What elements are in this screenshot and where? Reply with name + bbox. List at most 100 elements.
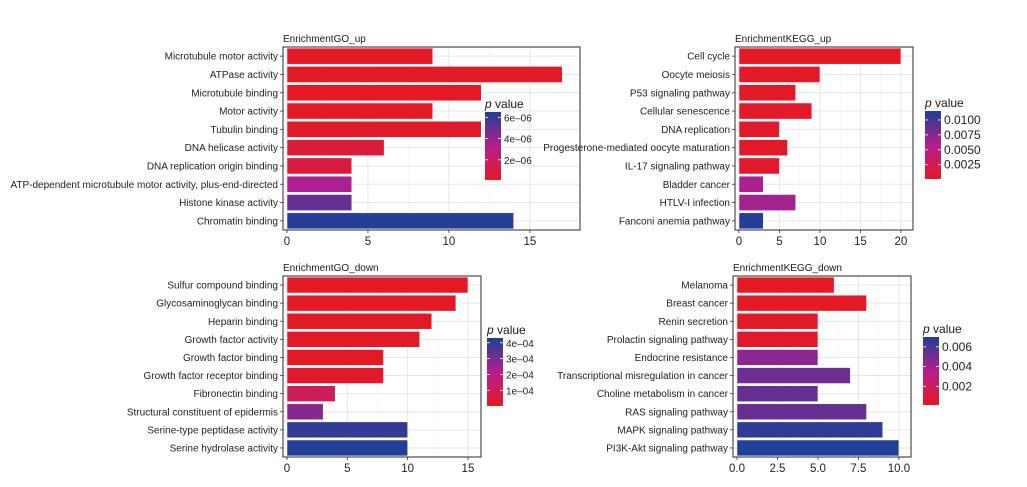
legend-tick-label: 1e–04: [506, 386, 534, 397]
y-tick-label: RAS signaling pathway: [625, 407, 728, 418]
y-tick-label: IL-17 signaling pathway: [625, 161, 730, 172]
bar: [286, 367, 384, 384]
bar: [286, 47, 433, 65]
bar: [286, 157, 353, 175]
bar: [736, 276, 835, 294]
y-tick-label: P53 signaling pathway: [630, 88, 730, 99]
bar: [286, 403, 324, 420]
legend-title: p value: [486, 323, 526, 337]
legend-tick-label: 0.0050: [944, 143, 981, 157]
bar: [286, 84, 482, 102]
x-tick-label: 0: [736, 236, 742, 248]
p-value-legend: p value 1e–04 2e–04 3e–04 4e–04: [486, 323, 534, 406]
bar: [286, 66, 563, 83]
legend-title: p value: [922, 322, 962, 336]
legend-tick-label: 4e–06: [504, 135, 532, 146]
legend-tick-label: 4e–04: [506, 339, 534, 350]
x-tick-label: 5: [776, 236, 782, 248]
y-tick-label: Growth factor binding: [183, 353, 278, 364]
panel-title: EnrichmentKEGG_down: [733, 263, 842, 274]
bar: [738, 212, 764, 230]
panel-go-down: EnrichmentGO_down Sulfur compound binding…: [127, 263, 534, 475]
bar: [286, 139, 385, 156]
legend-tick-label: 0.0100: [944, 113, 981, 127]
legend-colorbar: [923, 337, 939, 405]
legend-title-p: p: [484, 97, 492, 111]
x-tick-label: 15: [462, 463, 475, 475]
y-tick-label: Progesterone-mediated oocyte maturation: [543, 143, 730, 154]
bar: [736, 439, 900, 457]
y-tick-label: Structural constituent of epidermis: [127, 407, 278, 418]
legend-colorbar: [925, 111, 941, 179]
legend-title-value: value: [930, 322, 962, 336]
bar: [286, 313, 433, 330]
y-tick-label: PI3K-Akt signaling pathway: [606, 443, 728, 454]
y-tick-label: Histone kinase activity: [179, 198, 278, 209]
y-tick-label: ATPase activity: [210, 70, 278, 81]
x-tick-label: 0.0: [729, 463, 745, 475]
y-tick-label: Tubulin binding: [211, 125, 278, 136]
panel-border: [734, 46, 914, 231]
y-tick-label: DNA replication: [661, 125, 730, 136]
x-tick-label: 10: [814, 236, 827, 248]
p-value-legend: p value 2e–06 4e–06 6e–06: [484, 97, 532, 180]
y-tick-label: Cellular senescence: [640, 107, 730, 118]
legend-title: p value: [484, 97, 524, 111]
y-tick-label: ATP-dependent microtubule motor activity…: [10, 180, 278, 191]
legend-tick-label: 0.0075: [944, 128, 981, 142]
legend-tick-label: 0.0025: [944, 158, 981, 172]
bar: [286, 439, 408, 457]
bar: [736, 313, 819, 330]
bar: [286, 385, 336, 402]
bar: [738, 139, 788, 156]
bar: [286, 175, 353, 193]
y-tick-label: Sulfur compound binding: [167, 281, 278, 292]
bar: [286, 421, 408, 439]
legend-tick-label: 2e–06: [504, 156, 532, 167]
bar: [736, 403, 867, 420]
legend-title-value: value: [932, 96, 964, 110]
legend-colorbar: [487, 338, 503, 406]
y-tick-label: Chromatin binding: [197, 216, 278, 227]
y-tick-label: Growth factor receptor binding: [143, 371, 278, 382]
y-tick-label: Endocrine resistance: [635, 353, 729, 364]
y-tick-label: Fanconi anemia pathway: [619, 216, 730, 227]
y-tick-label: Motor activity: [219, 107, 278, 118]
bar: [286, 212, 514, 230]
y-tick-label: Renin secretion: [659, 317, 728, 328]
panel-border: [282, 46, 581, 231]
bar: [286, 121, 482, 138]
y-tick-label: Bladder cancer: [663, 180, 731, 191]
panel-kegg-up: EnrichmentKEGG_up Cell cycle Oocyte meiosi…: [543, 34, 981, 248]
y-tick-label: Fibronectin binding: [194, 389, 279, 400]
x-tick-label: 20: [895, 236, 908, 248]
panel-title: EnrichmentKEGG_up: [735, 34, 832, 45]
bar: [738, 66, 821, 83]
x-tick-label: 7.5: [850, 463, 866, 475]
y-tick-label: MAPK signaling pathway: [617, 425, 728, 436]
legend-tick-label: 0.002: [942, 379, 972, 393]
legend-title-value: value: [492, 97, 524, 111]
x-tick-label: 0: [284, 236, 290, 248]
x-tick-label: 10.0: [888, 463, 910, 475]
y-tick-label: DNA replication origin binding: [147, 161, 278, 172]
bar: [736, 349, 819, 366]
y-tick-label: Serine hydrolase activity: [170, 443, 278, 454]
bar: [286, 349, 384, 366]
y-tick-label: Oocyte meiosis: [662, 70, 730, 81]
bar: [286, 294, 457, 312]
legend-title-p: p: [922, 322, 930, 336]
legend-tick-label: 6e–06: [504, 113, 532, 124]
panel-go-up: EnrichmentGO_up Microtubule motor activit…: [10, 34, 581, 248]
bar: [738, 84, 796, 102]
x-tick-label: 0: [284, 463, 290, 475]
bar: [738, 157, 780, 175]
x-tick-label: 10: [443, 236, 456, 248]
bar: [738, 47, 902, 65]
y-tick-label: Melanoma: [681, 281, 728, 292]
p-value-legend: p value 0.002 0.004 0.006: [922, 322, 972, 405]
bar: [738, 121, 780, 138]
y-tick-label: Microtubule motor activity: [165, 52, 278, 63]
panel-title: EnrichmentGO_down: [283, 263, 379, 274]
